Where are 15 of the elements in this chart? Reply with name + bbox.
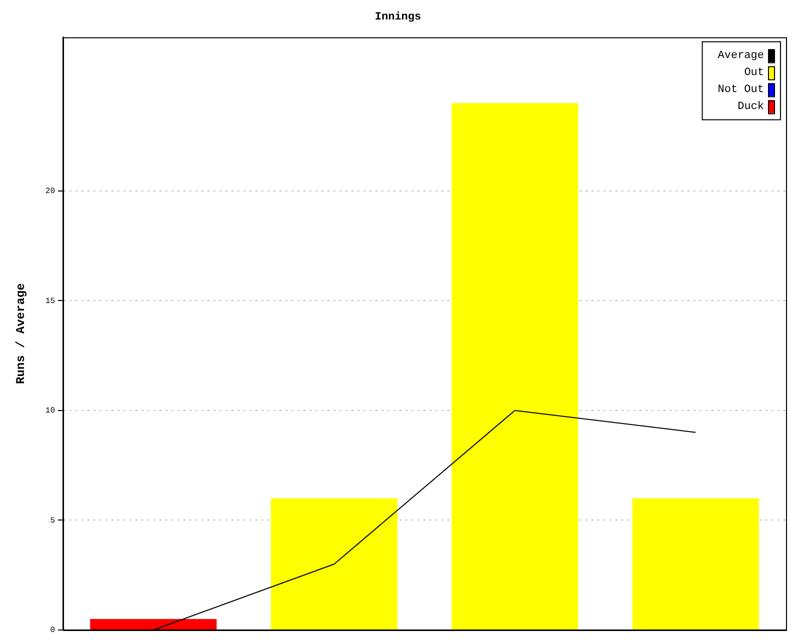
legend-label: Average: [718, 50, 764, 62]
chart-title: Innings: [374, 11, 422, 24]
bar: [90, 619, 217, 630]
y-tick-label: 15: [45, 296, 56, 306]
bar: [270, 498, 398, 630]
legend-label: Duck: [738, 101, 764, 114]
y-tick-label: 10: [45, 406, 56, 416]
y-tick-label: 20: [45, 187, 56, 196]
legend-label: Not Out: [718, 84, 764, 96]
y-tick-label: 5: [50, 516, 56, 526]
y-axis-title: Runs / Average: [14, 283, 28, 384]
bar: [452, 103, 578, 630]
y-tick-label: 0: [50, 626, 56, 636]
legend-label: Out: [744, 67, 764, 80]
bar: [632, 498, 759, 630]
